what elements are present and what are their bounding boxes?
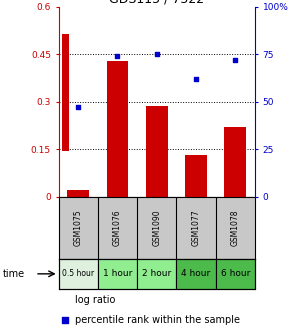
Point <box>154 51 159 57</box>
Text: 1 hour: 1 hour <box>103 269 132 278</box>
Bar <box>98 259 137 289</box>
Text: percentile rank within the sample: percentile rank within the sample <box>75 316 240 325</box>
Bar <box>185 156 207 197</box>
Text: time: time <box>3 269 25 279</box>
Bar <box>146 107 168 197</box>
Text: 6 hour: 6 hour <box>221 269 250 278</box>
Title: GDS115 / 7522: GDS115 / 7522 <box>109 0 204 6</box>
Bar <box>59 259 98 289</box>
Text: 0.5 hour: 0.5 hour <box>62 269 94 278</box>
Text: GSM1077: GSM1077 <box>192 209 200 246</box>
Point <box>233 57 238 62</box>
Text: 4 hour: 4 hour <box>181 269 211 278</box>
Point <box>194 76 198 82</box>
Bar <box>216 259 255 289</box>
Text: GSM1078: GSM1078 <box>231 209 240 246</box>
Text: 2 hour: 2 hour <box>142 269 171 278</box>
Text: log ratio: log ratio <box>75 295 115 305</box>
Bar <box>137 259 176 289</box>
Point <box>63 328 68 333</box>
Bar <box>67 190 89 197</box>
Bar <box>176 259 216 289</box>
Point <box>115 53 120 59</box>
Text: GSM1090: GSM1090 <box>152 209 161 246</box>
Point <box>76 104 81 110</box>
Bar <box>107 60 128 197</box>
Text: GSM1076: GSM1076 <box>113 209 122 246</box>
Text: GSM1075: GSM1075 <box>74 209 83 246</box>
Bar <box>224 127 246 197</box>
Bar <box>62 34 69 151</box>
